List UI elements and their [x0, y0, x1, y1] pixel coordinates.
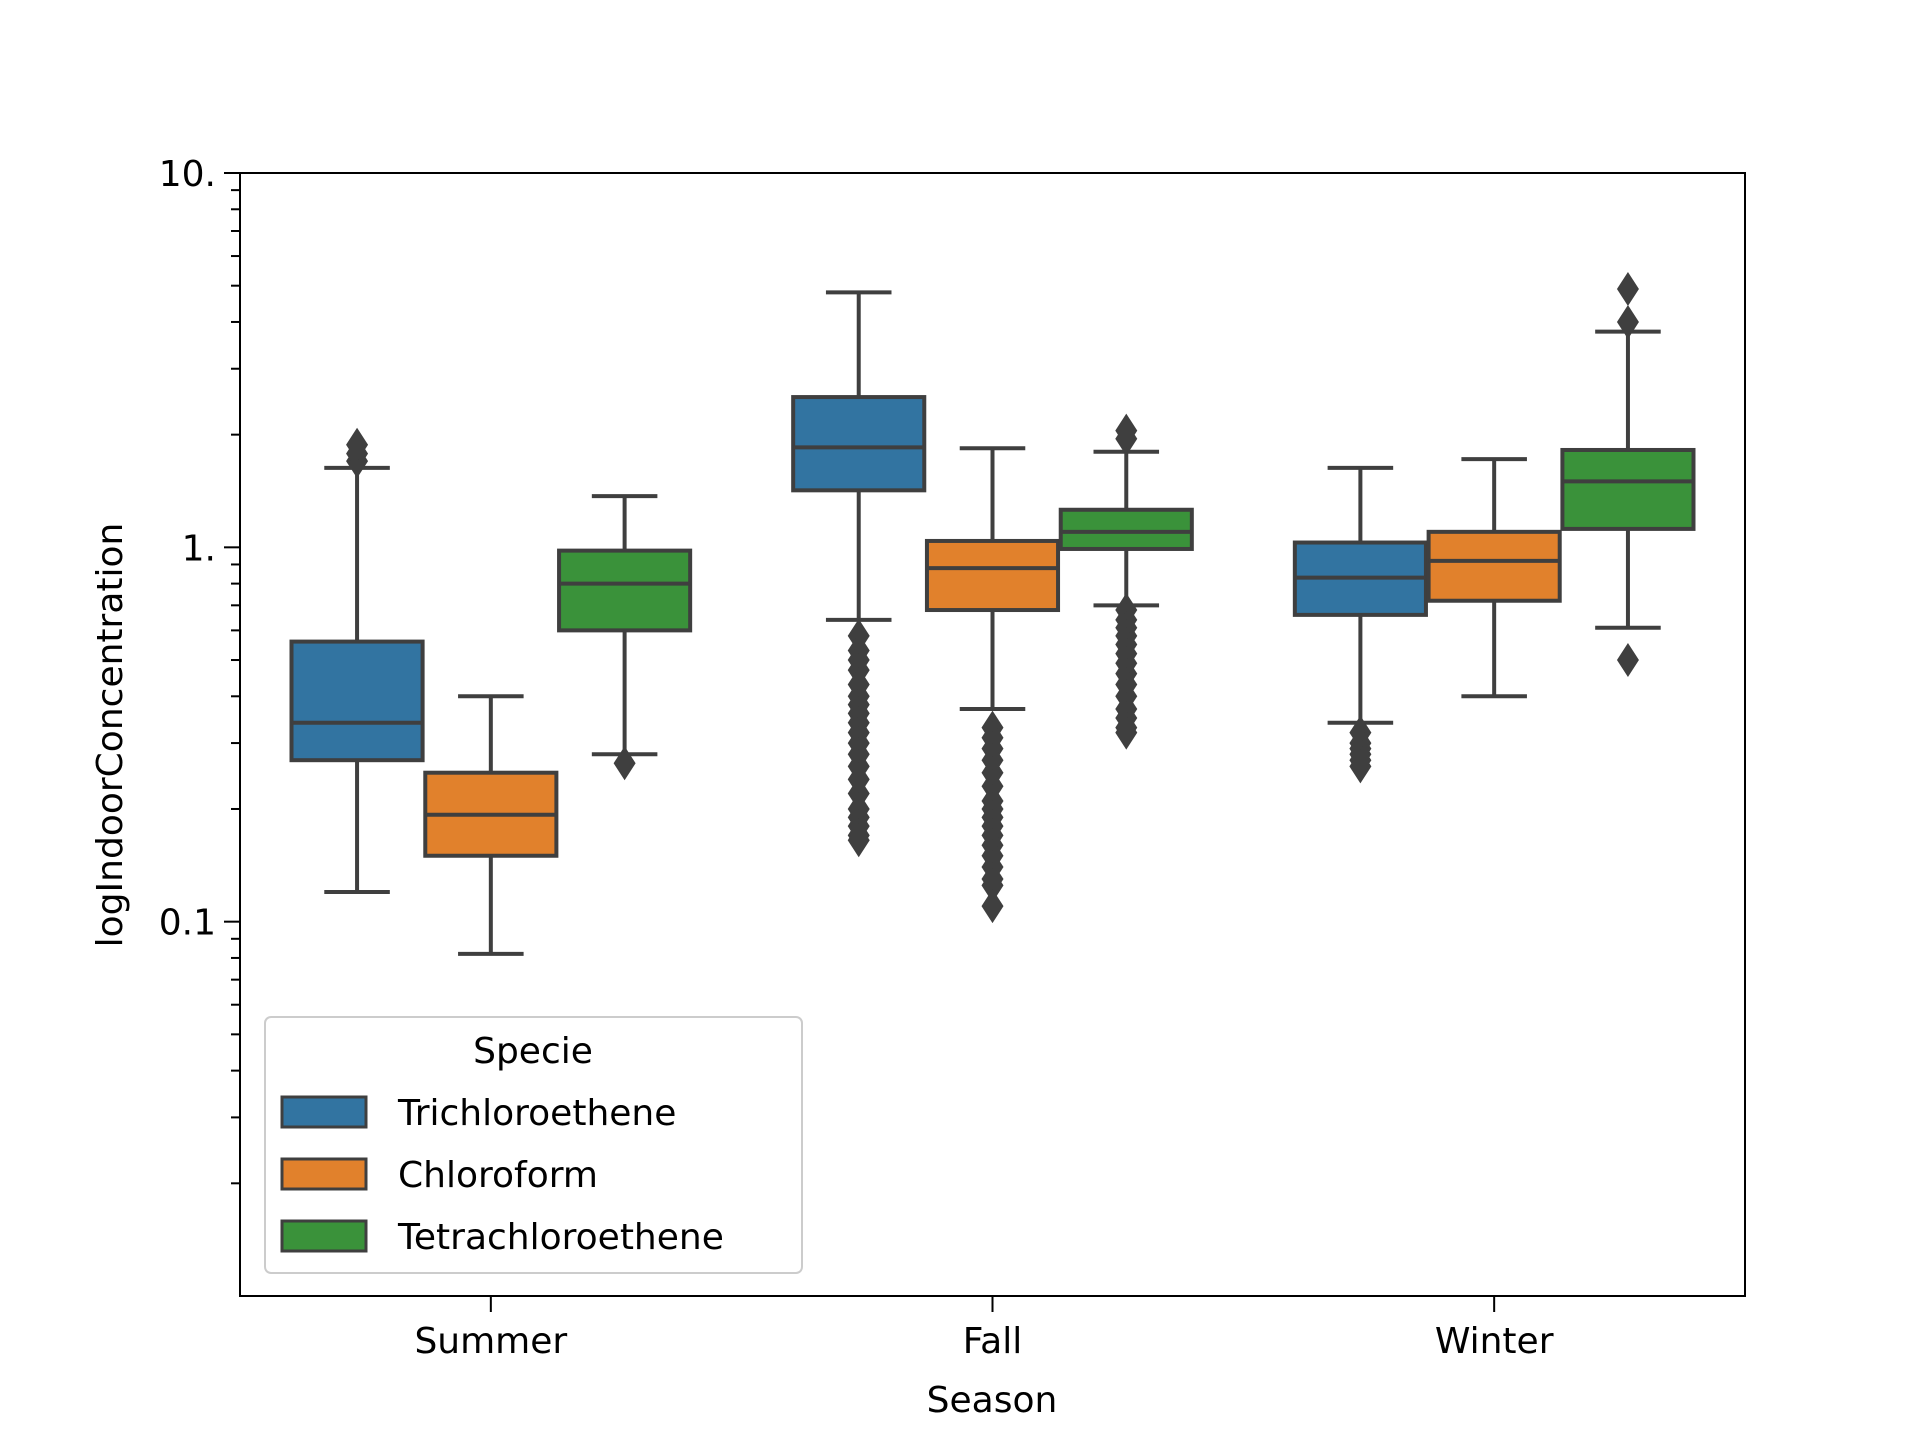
legend-items: Trichloroethene Chloroform Tetrachloroethe… [280, 1093, 724, 1258]
outlier-trichloroethene-fall-19 [847, 823, 870, 858]
legend-swatch-trichloroethene [280, 1095, 368, 1129]
boxes-layer [289, 395, 1696, 858]
box-trichloroethene-summer [289, 639, 425, 763]
box-tetrachloroethene-fall [1058, 507, 1194, 551]
whiskers-layer [324, 290, 1661, 956]
outlier-trichloroethene-summer-2 [346, 427, 369, 462]
outlier-tetrachloroethene-winter-1 [1616, 304, 1639, 339]
legend-label-chloroform: Chloroform [398, 1155, 598, 1196]
box-tetrachloroethene-winter [1560, 447, 1696, 531]
x-tick-label-winter: Winter [1435, 1321, 1554, 1362]
outlier-chloroform-fall-16 [981, 889, 1004, 924]
outlier-tetrachloroethene-fall-13 [1115, 715, 1138, 750]
box-tetrachloroethene-summer [557, 548, 693, 633]
outlier-tetrachloroethene-winter-0 [1616, 643, 1639, 678]
x-tick-label-summer: Summer [414, 1321, 567, 1362]
outlier-trichloroethene-winter-5 [1349, 749, 1372, 784]
outlier-tetrachloroethene-summer-0 [613, 746, 636, 781]
y-tick-label: 1. [182, 528, 216, 569]
legend-swatch-chloroform [280, 1157, 368, 1191]
x-tick-label-fall: Fall [963, 1321, 1022, 1362]
outlier-tetrachloroethene-winter-2 [1616, 271, 1639, 306]
legend-title: Specie [473, 1031, 593, 1072]
y-tick-label: 10. [159, 154, 216, 195]
legend-frame [264, 1016, 803, 1274]
outlier-tetrachloroethene-fall-15 [1115, 413, 1138, 448]
outliers-layer [346, 271, 1639, 924]
legend-swatch-tetrachloroethene [280, 1219, 368, 1253]
outlier-chloroform-fall-15 [981, 868, 1004, 903]
legend-label-trichloroethene: Trichloroethene [397, 1093, 676, 1134]
legend: Specie Trichloroethene Chloroform Tetrachl… [264, 1016, 803, 1274]
box-trichloroethene-fall [791, 395, 927, 493]
x-axis-label: Season [927, 1380, 1058, 1421]
axes-layer: 10. 1. 0.1 Summer Fall Winter [159, 154, 1554, 1362]
box-chloroform-fall [924, 538, 1061, 613]
y-tick-label: 0.1 [159, 903, 216, 944]
legend-label-tetrachloroethene: Tetrachloroethene [397, 1217, 724, 1258]
box-chloroform-winter [1426, 529, 1562, 603]
y-axis-label: logIndoorConcentration [90, 523, 131, 948]
